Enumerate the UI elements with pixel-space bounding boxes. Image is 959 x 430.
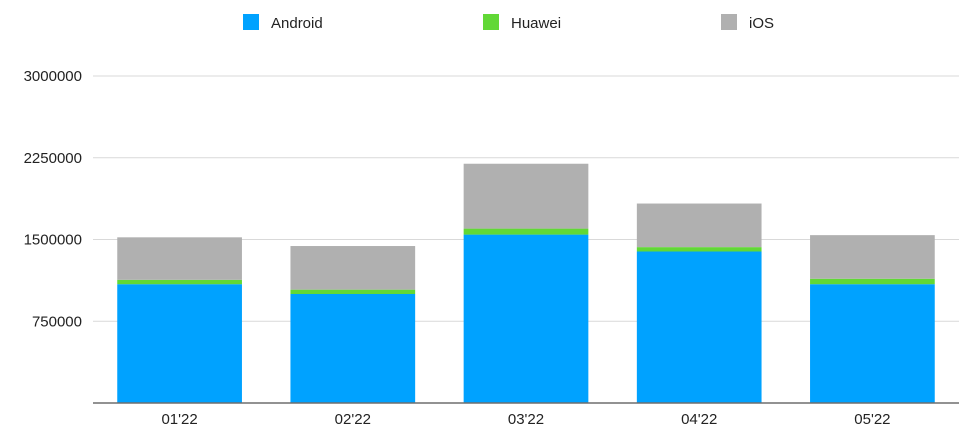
bar-ios-1 — [117, 237, 242, 280]
legend-label: Huawei — [511, 15, 561, 32]
legend-label: Android — [271, 15, 323, 32]
y-tick-labels: 750000 1500000 2250000 3000000 — [24, 68, 82, 330]
bar-android-3 — [463, 234, 589, 403]
bar-huawei-4 — [636, 247, 762, 252]
legend-item-ios: iOS — [721, 14, 774, 32]
bar-android-4 — [636, 251, 762, 403]
legend-swatch — [721, 14, 737, 30]
x-tick-label: 04'22 — [681, 411, 717, 428]
bar-ios-5 — [810, 235, 935, 279]
bar-android-2 — [290, 294, 416, 403]
bar-ios-4 — [636, 203, 762, 248]
bar-ios-3 — [463, 163, 589, 229]
x-tick-labels: 01'22 02'22 03'22 04'22 05'22 — [161, 411, 890, 428]
bar-huawei-3 — [463, 228, 589, 235]
y-tick-label: 1500000 — [24, 232, 82, 249]
bar-android-5 — [810, 284, 935, 403]
x-tick-label: 01'22 — [161, 411, 197, 428]
x-tick-label: 03'22 — [508, 411, 544, 428]
legend: Android Huawei iOS — [243, 14, 774, 32]
bar-ios-2 — [290, 246, 416, 290]
bar-android-1 — [117, 284, 242, 403]
y-tick-label: 2250000 — [24, 150, 82, 167]
x-tick-label: 05'22 — [854, 411, 890, 428]
legend-item-huawei: Huawei — [483, 14, 561, 32]
y-tick-label: 750000 — [32, 313, 82, 330]
y-tick-label: 3000000 — [24, 68, 82, 85]
bars — [117, 163, 935, 403]
legend-label: iOS — [749, 15, 774, 32]
bar-huawei-2 — [290, 289, 416, 294]
legend-item-android: Android — [243, 14, 323, 32]
x-tick-label: 02'22 — [335, 411, 371, 428]
legend-swatch — [243, 14, 259, 30]
bar-huawei-5 — [810, 278, 935, 285]
bar-huawei-1 — [117, 279, 242, 285]
legend-swatch — [483, 14, 499, 30]
